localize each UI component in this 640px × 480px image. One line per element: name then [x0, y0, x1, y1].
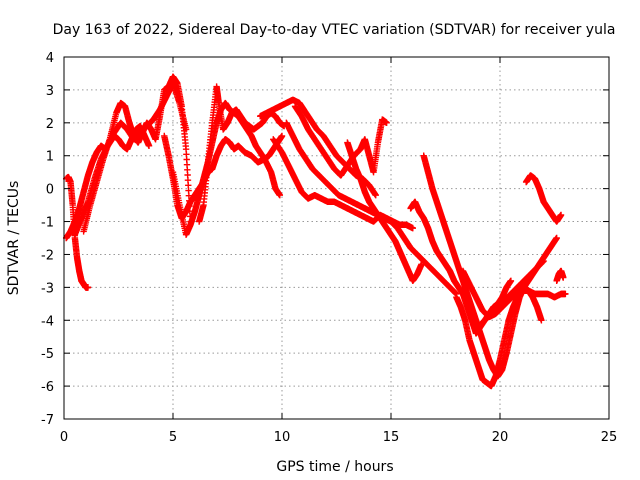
x-axis-label: GPS time / hours [276, 459, 393, 475]
series-track-12 [344, 139, 425, 284]
data-point [383, 119, 390, 127]
plot-frame [63, 56, 610, 420]
y-tick-label: -1 [41, 216, 54, 231]
data-point [538, 317, 545, 324]
y-axis-label: SDTVAR / TECUs [6, 181, 22, 296]
series-track-19 [475, 257, 547, 331]
y-tick-label: 3 [46, 84, 54, 99]
y-tick-label: -4 [41, 314, 54, 329]
y-tick-label: -3 [41, 281, 54, 296]
series-track-10 [283, 119, 460, 298]
axis-ticks: 0 5 10 15 20 25 -7 -6 -5 -4 -3 -2 -1 0 1 2 3 4 [41, 51, 617, 445]
x-tick-label: 25 [601, 430, 618, 445]
grid-lines [64, 57, 609, 419]
series-track-04 [80, 73, 194, 235]
series-track-17 [522, 172, 565, 225]
y-tick-label: 0 [46, 183, 54, 198]
y-tick-label: 1 [46, 150, 54, 165]
data-series [62, 73, 569, 390]
x-tick-label: 20 [492, 430, 509, 445]
data-point [278, 132, 286, 140]
series-track-07 [195, 83, 288, 225]
series-track-18 [553, 267, 567, 284]
chart-title: Day 163 of 2022, Sidereal Day-to-day VTE… [53, 22, 616, 38]
data-point [557, 211, 565, 219]
series-track-08 [257, 96, 379, 199]
data-point [372, 192, 379, 199]
data-point [553, 234, 560, 242]
x-tick-label: 5 [169, 430, 177, 445]
data-point [84, 284, 92, 291]
data-point [540, 257, 547, 265]
data-point [418, 261, 425, 268]
y-tick-label: -7 [41, 413, 54, 428]
data-point [276, 192, 284, 199]
y-tick-label: -2 [41, 248, 54, 263]
x-tick-label: 0 [60, 430, 68, 445]
data-point [507, 277, 515, 284]
y-tick-label: 4 [46, 51, 54, 66]
series-track-16 [459, 267, 569, 321]
data-point [560, 274, 567, 281]
y-tick-label: -5 [41, 347, 54, 362]
x-tick-label: 15 [383, 430, 400, 445]
y-tick-label: -6 [41, 380, 54, 395]
y-tick-label: 2 [46, 117, 54, 132]
x-tick-label: 10 [274, 430, 291, 445]
data-point [562, 290, 569, 298]
data-point [409, 224, 416, 232]
series-track-11 [291, 103, 390, 179]
data-point [145, 142, 153, 150]
